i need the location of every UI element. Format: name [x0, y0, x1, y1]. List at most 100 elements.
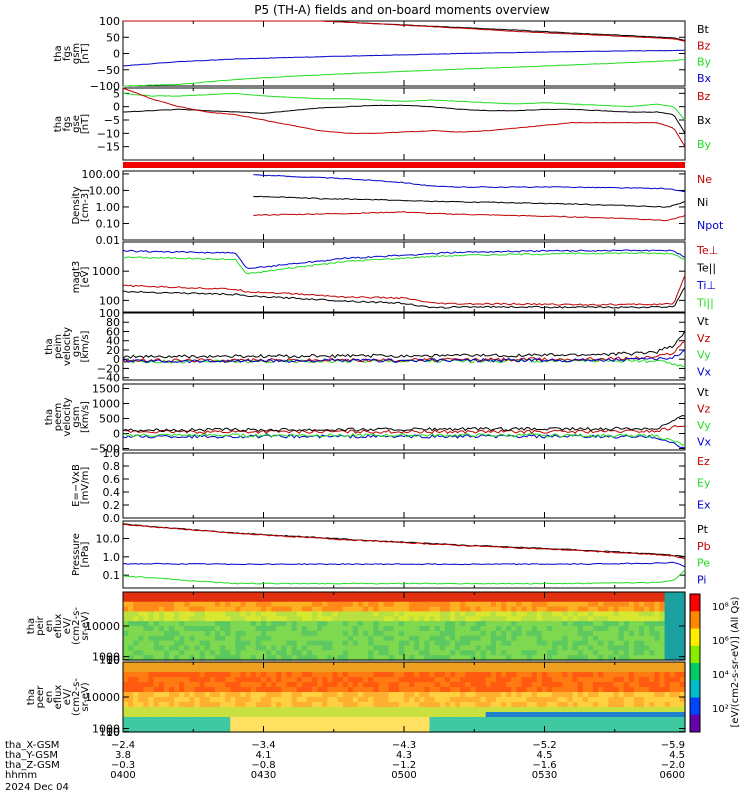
series-line-red [253, 211, 686, 222]
legend-Vt: Vt [697, 386, 710, 399]
legend-Ey: Ey [697, 477, 711, 490]
y-tick-label: 5 [113, 87, 120, 100]
axis-row-value: −0.3 [111, 760, 135, 771]
legend-Vy: Vy [697, 349, 711, 362]
axis-row-value: −5.9 [661, 740, 685, 751]
legend-Ni: Ni [697, 196, 708, 209]
y-axis-label: [nT] [80, 43, 91, 63]
legend-Te||: Te|| [696, 262, 716, 275]
y-axis-label: peim [53, 334, 64, 359]
legend-Bz: Bz [697, 39, 711, 52]
legend-Pb: Pb [697, 540, 711, 553]
y-axis-label: gse [71, 115, 82, 133]
y-axis-label: [nPa] [80, 541, 91, 567]
legend-Vt: Vt [697, 315, 710, 328]
legend-Vx: Vx [697, 365, 712, 378]
y-axis-label: tha [53, 45, 64, 61]
y-tick-label: −5 [104, 114, 120, 127]
y-axis-label: peem [53, 403, 64, 431]
y-tick-label: 0.1 [103, 569, 121, 582]
y-axis-label: peir [35, 615, 46, 635]
y-axis-label: velocity [62, 327, 73, 366]
y-tick-label: 100 [99, 307, 120, 320]
legend-Pe: Pe [697, 557, 710, 570]
y-tick-label: 0.2 [103, 499, 121, 512]
y-axis-label: fgs [62, 116, 73, 131]
colorbar-segment [690, 645, 700, 664]
colorbar-frame [689, 593, 701, 733]
y-tick-label: 0 [113, 353, 120, 366]
axis-row-value: −1.6 [532, 760, 556, 771]
legend-Ex: Ex [697, 498, 711, 511]
colorbar-tick-label: 10² [712, 704, 729, 715]
y-tick-label: 1000 [92, 723, 120, 736]
series-line-blue [122, 249, 686, 269]
axis-row-value: 0530 [532, 770, 557, 781]
colorbar-tick-label: 10⁴ [712, 670, 729, 681]
series-line-green [122, 59, 686, 87]
legend-Pt: Pt [697, 523, 709, 536]
legend-Vy: Vy [697, 419, 711, 432]
y-tick-label: 10.00 [89, 184, 121, 197]
legend-Vx: Vx [697, 436, 712, 449]
y-tick-label: −20 [97, 362, 120, 375]
legend-Bx: Bx [697, 72, 712, 85]
legend-Vz: Vz [697, 332, 711, 345]
axis-row-value: 4.1 [256, 750, 272, 761]
legend-By: By [697, 56, 712, 69]
y-axis-label: sr-eV) [80, 611, 91, 640]
panel-temperature: 1000 100 magt3[eV] Te⊥ Te|| Ti⊥ Ti|| [71, 241, 718, 313]
y-tick-label: 20 [106, 344, 120, 357]
y-axis-label: tha [26, 618, 37, 634]
y-axis-label: [nT] [80, 114, 91, 134]
y-axis-label: gsm [71, 43, 82, 64]
y-tick-label: 10.0 [96, 533, 121, 546]
panel-frame [122, 383, 686, 451]
colorbar-segment [690, 594, 700, 612]
date-label: 2024 Dec 04 [5, 782, 69, 793]
y-axis-label: (cm2-s- [71, 678, 82, 716]
series-line-red [123, 20, 686, 42]
y-axis-label: (cm2-s- [71, 607, 82, 645]
y-axis-label: [km/s] [80, 330, 91, 362]
y-axis-label: tha [44, 338, 55, 354]
y-tick-label: 10 [106, 726, 120, 739]
y-tick-label: 0.4 [103, 486, 121, 499]
y-tick-label: −10 [97, 127, 120, 140]
panel-peem-velocity: 1500 1000 500 0 −500 thapeemvelocitygsm[km/s]… [44, 383, 712, 456]
panel-frame [122, 170, 686, 241]
y-tick-label: 0 [113, 428, 120, 441]
axis-row-value: −0.8 [251, 760, 275, 771]
y-axis-label: eflux [53, 614, 64, 639]
axis-row-value: 4.5 [669, 750, 685, 761]
series-line-black [123, 286, 686, 309]
colorbar-segment [690, 680, 700, 698]
y-tick-label: 1.0 [103, 447, 121, 460]
y-tick-label: 1000 [92, 398, 120, 411]
colorbar-label: [eV/(cm2-s-sr-eV)] (All Qs) [730, 596, 741, 727]
y-axis-label: gsm [71, 336, 82, 357]
panel-frame [122, 312, 686, 381]
y-axis-label: gsm [71, 406, 82, 427]
y-axis-label: tha [53, 116, 64, 132]
colorbar-segment [690, 628, 700, 647]
chart-title: P5 (TH-A) fields and on-board moments ov… [254, 3, 550, 17]
y-tick-label: 1000 [92, 651, 120, 664]
axis-row-value: −2.4 [111, 740, 135, 751]
y-axis-label: peer [35, 685, 46, 709]
y-axis-label: velocity [62, 397, 73, 436]
axis-row-value: −2.0 [661, 760, 685, 771]
colorbar-segment [690, 663, 700, 681]
y-tick-label: 0 [113, 48, 120, 61]
y-axis-label: tha [44, 409, 55, 425]
y-tick-label: 100 [99, 15, 120, 28]
axis-row-value: −4.3 [392, 740, 416, 751]
y-tick-label: −100 [90, 80, 120, 93]
y-axis-label: sr-eV) [80, 682, 91, 711]
panel-pressure: 10.0 1.0 0.1 Pressure[nPa] Pt Pb Pe Pi [71, 520, 711, 589]
legend-Bt: Bt [697, 23, 710, 36]
